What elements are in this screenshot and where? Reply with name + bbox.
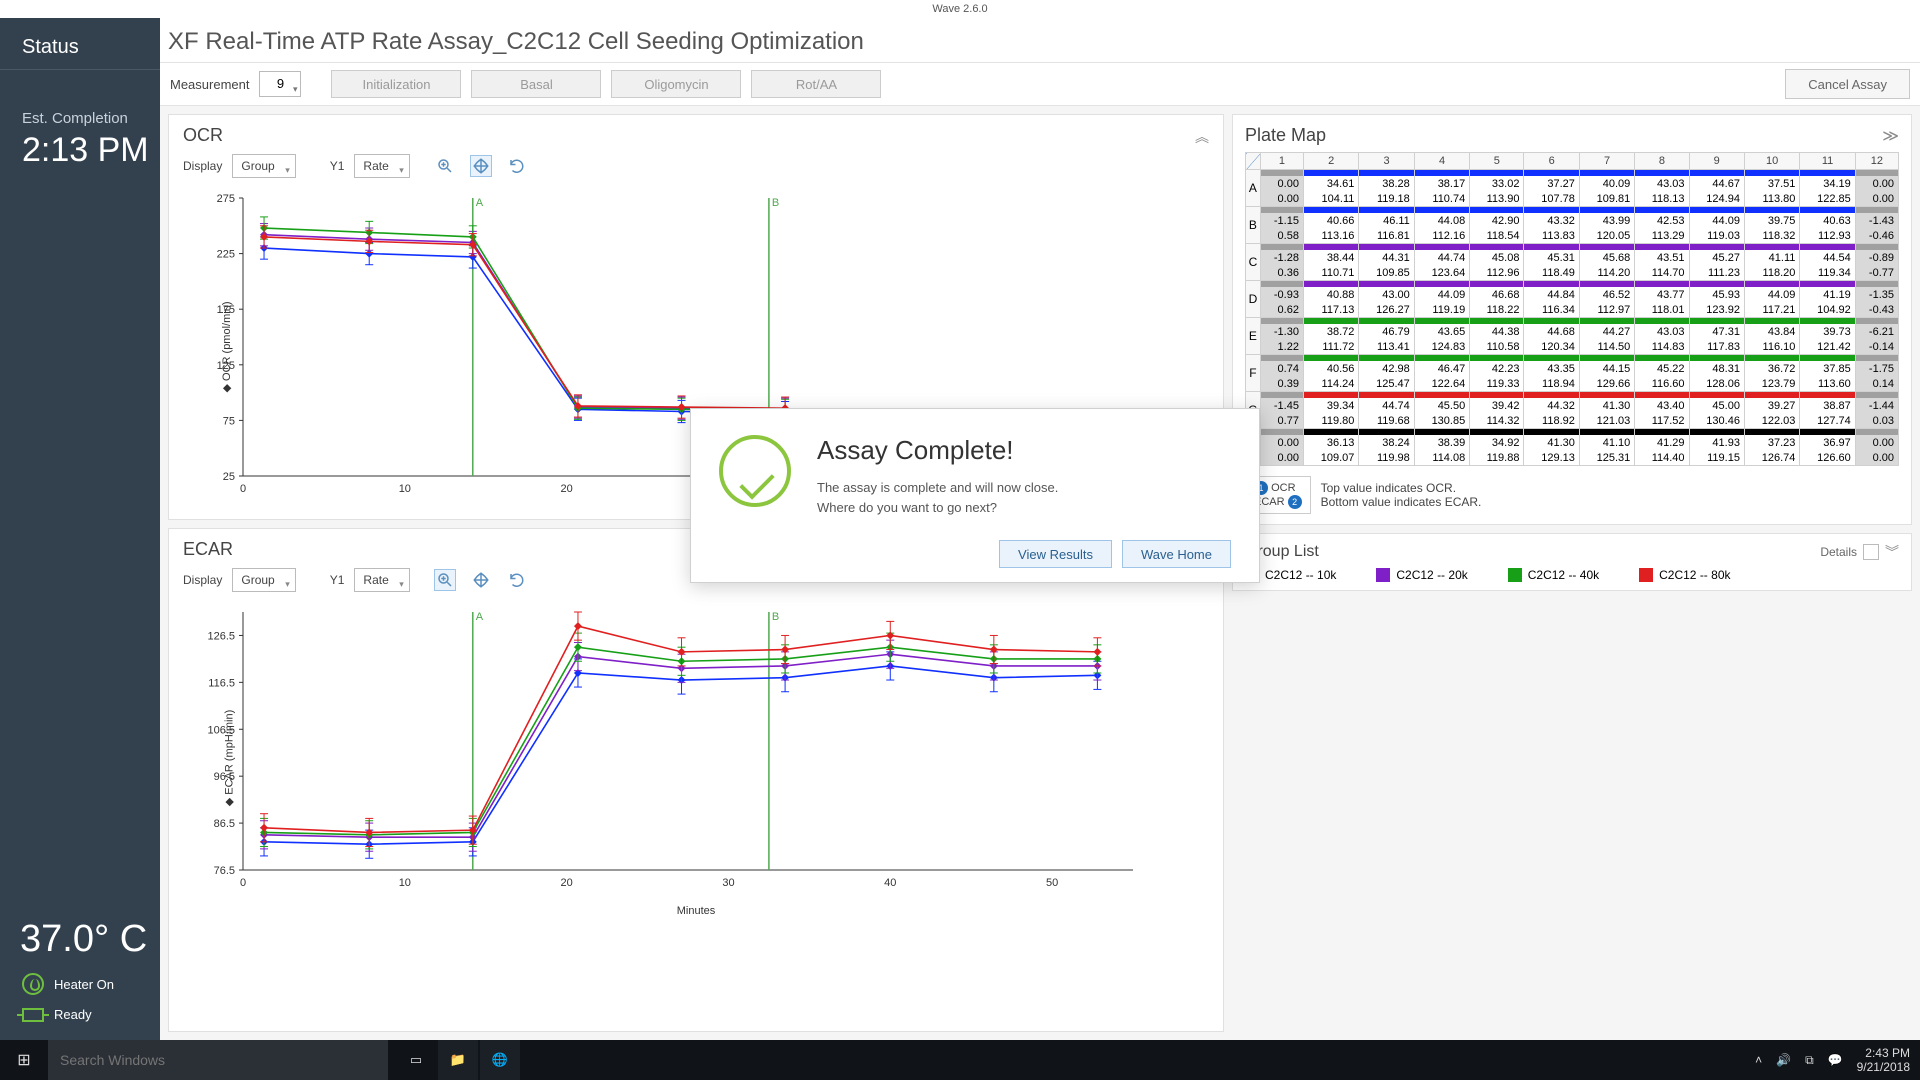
heater-label: Heater On — [54, 977, 114, 992]
taskbar-date: 9/21/2018 — [1857, 1060, 1910, 1074]
est-completion-label: Est. Completion — [0, 70, 160, 127]
measurement-label: Measurement — [170, 77, 249, 92]
ready-status: Ready — [0, 1001, 160, 1040]
tray-chevron-icon[interactable]: ˄ — [1755, 1053, 1762, 1067]
ecar-y1-select[interactable]: Rate — [354, 568, 409, 592]
ocr-display-select[interactable]: Group — [232, 154, 295, 178]
assay-complete-dialog: Assay Complete! The assay is complete an… — [690, 408, 1260, 583]
details-checkbox[interactable] — [1863, 544, 1879, 560]
phase-oligomycin-button[interactable]: Oligomycin — [611, 70, 741, 98]
measurement-select[interactable]: 9 — [259, 71, 301, 97]
phase-initialization-button[interactable]: Initialization — [331, 70, 461, 98]
svg-text:75: 75 — [223, 415, 235, 427]
ocr-reset-icon[interactable] — [506, 155, 528, 177]
ecar-display-label: Display — [183, 573, 222, 587]
modal-title: Assay Complete! — [817, 435, 1058, 466]
tray-network-icon[interactable]: ⧉ — [1805, 1053, 1814, 1068]
modal-line-1: The assay is complete and will now close… — [817, 478, 1058, 498]
svg-text:116.5: 116.5 — [208, 677, 235, 689]
toolbar: Measurement 9 Initialization Basal Oligo… — [160, 62, 1920, 106]
svg-text:20: 20 — [561, 877, 573, 889]
svg-text:A: A — [476, 197, 484, 209]
group-item[interactable]: C2C12 -- 20k — [1376, 568, 1467, 582]
ecar-panel: ECAR Display Group Y1 Rate — [168, 528, 1224, 1032]
svg-text:B: B — [772, 197, 779, 209]
svg-text:50: 50 — [1046, 877, 1058, 889]
ecar-reset-icon[interactable] — [506, 569, 528, 591]
status-sidebar: Status Est. Completion 2:13 PM 37.0° C H… — [0, 18, 160, 1040]
ocr-ylabel: OCR (pmol/min) — [220, 301, 233, 392]
ecar-y1-label: Y1 — [330, 573, 345, 587]
group-item[interactable]: C2C12 -- 40k — [1508, 568, 1599, 582]
svg-text:0: 0 — [240, 877, 246, 889]
app-title-bar: Wave 2.6.0 — [0, 0, 1920, 18]
group-item[interactable]: C2C12 -- 80k — [1639, 568, 1730, 582]
svg-text:126.5: 126.5 — [207, 630, 235, 642]
ocr-collapse-icon[interactable]: ︽ — [1195, 127, 1209, 147]
svg-text:76.5: 76.5 — [214, 865, 235, 877]
ecar-ylabel: ECAR (mpH/min) — [223, 709, 236, 805]
taskbar-clock[interactable]: 2:43 PM 9/21/2018 — [1857, 1046, 1910, 1074]
svg-text:10: 10 — [399, 483, 411, 495]
ecar-zoom-icon[interactable] — [434, 569, 456, 591]
ecar-xlabel: Minutes — [183, 905, 1209, 917]
plate-expand-icon[interactable]: ≫ — [1882, 126, 1899, 146]
svg-text:25: 25 — [223, 471, 235, 483]
svg-text:20: 20 — [561, 483, 573, 495]
phase-basal-button[interactable]: Basal — [471, 70, 601, 98]
ocr-title: OCR — [183, 125, 1209, 146]
group-list-panel: Group List Details ︾ C2C12 -- 10kC2C12 -… — [1232, 533, 1912, 591]
svg-text:A: A — [476, 611, 484, 623]
temperature-value: 37.0° C — [0, 918, 160, 967]
start-button[interactable]: ⊞ — [0, 1050, 48, 1070]
svg-text:225: 225 — [217, 249, 235, 261]
windows-search-input[interactable] — [48, 1040, 388, 1080]
details-label: Details — [1820, 545, 1857, 559]
taskbar-time: 2:43 PM — [1857, 1046, 1910, 1060]
wave-app-icon[interactable]: 🌐 — [480, 1040, 520, 1080]
success-check-icon — [719, 435, 791, 507]
modal-line-2: Where do you want to go next? — [817, 498, 1058, 518]
svg-text:0: 0 — [240, 483, 246, 495]
view-results-button[interactable]: View Results — [999, 540, 1112, 568]
plate-note-2: Bottom value indicates ECAR. — [1321, 495, 1482, 509]
plate-map-panel: Plate Map ≫ 123456789101112A0.000.0034.6… — [1232, 114, 1912, 525]
svg-text:40: 40 — [884, 877, 896, 889]
ecar-chart: ECAR (mpH/min) 76.586.596.5106.5116.5126… — [183, 598, 1209, 917]
page-title: XF Real-Time ATP Rate Assay_C2C12 Cell S… — [160, 18, 1920, 62]
heater-status: Heater On — [0, 967, 160, 1001]
ready-icon — [22, 1008, 44, 1022]
cancel-assay-button[interactable]: Cancel Assay — [1785, 69, 1910, 99]
svg-text:10: 10 — [399, 877, 411, 889]
status-heading: Status — [0, 18, 160, 70]
plate-legend-ocr: OCR — [1271, 482, 1295, 494]
ocr-pan-icon[interactable] — [470, 155, 492, 177]
task-view-icon[interactable]: ▭ — [396, 1040, 436, 1080]
est-completion-time: 2:13 PM — [0, 127, 160, 170]
ocr-y1-label: Y1 — [330, 159, 345, 173]
plate-map-title: Plate Map — [1245, 125, 1326, 146]
windows-taskbar[interactable]: ⊞ ▭ 📁 🌐 ˄ 🔊 ⧉ 💬 2:43 PM 9/21/2018 — [0, 1040, 1920, 1080]
plate-table: 123456789101112A0.000.0034.61104.1138.28… — [1245, 152, 1899, 466]
plate-note-1: Top value indicates OCR. — [1321, 481, 1482, 495]
tray-action-center-icon[interactable]: 💬 — [1828, 1053, 1843, 1067]
ocr-zoom-icon[interactable] — [434, 155, 456, 177]
file-explorer-icon[interactable]: 📁 — [438, 1040, 478, 1080]
svg-text:86.5: 86.5 — [214, 818, 235, 830]
heater-icon — [22, 973, 44, 995]
tray-volume-icon[interactable]: 🔊 — [1776, 1053, 1791, 1067]
ecar-pan-icon[interactable] — [470, 569, 492, 591]
ecar-display-select[interactable]: Group — [232, 568, 295, 592]
ready-label: Ready — [54, 1007, 92, 1022]
wave-home-button[interactable]: Wave Home — [1122, 540, 1231, 568]
ocr-y1-select[interactable]: Rate — [354, 154, 409, 178]
group-expand-icon[interactable]: ︾ — [1885, 542, 1899, 562]
ocr-display-label: Display — [183, 159, 222, 173]
svg-text:30: 30 — [722, 877, 734, 889]
svg-text:275: 275 — [217, 193, 235, 205]
phase-rotaa-button[interactable]: Rot/AA — [751, 70, 881, 98]
svg-text:B: B — [772, 611, 779, 623]
